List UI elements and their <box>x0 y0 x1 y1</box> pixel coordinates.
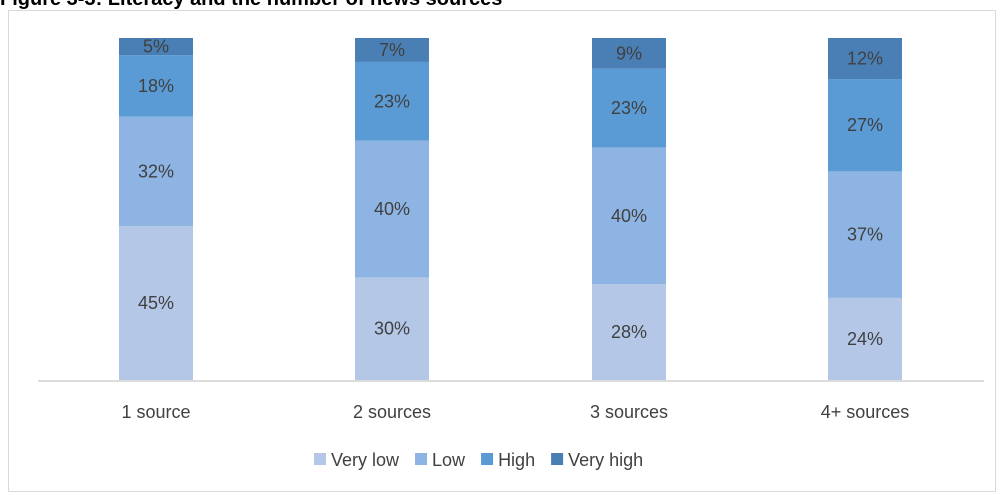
bar-segment-3-2 <box>592 147 666 285</box>
bar-segment-3-4 <box>592 38 666 69</box>
data-label-4-2: 37% <box>847 225 883 245</box>
data-label-3-3: 23% <box>611 98 647 118</box>
legend-label-3: High <box>498 450 535 470</box>
data-label-3-2: 40% <box>611 206 647 226</box>
bar-segment-2-3 <box>355 61 429 141</box>
x-tick-label-4: 4+ sources <box>821 402 910 422</box>
legend-swatch-3 <box>481 453 494 465</box>
legend-swatch-1 <box>314 453 326 465</box>
category-labels: 1 source 2 sources 3 sources 4+ sources <box>121 402 909 422</box>
data-label-2-1: 30% <box>374 319 410 339</box>
bar-segment-2-1 <box>355 277 429 380</box>
data-label-2-4: 7% <box>379 40 405 60</box>
legend: Very low Low High Very high <box>314 450 643 470</box>
data-label-4-3: 27% <box>847 115 883 135</box>
legend-swatch-4 <box>551 453 564 465</box>
bar-segment-4-4 <box>828 38 902 80</box>
legend-label-4: Very high <box>568 450 643 470</box>
bar-segment-4-3 <box>828 79 902 172</box>
bar-segment-2-4 <box>355 38 429 62</box>
data-label-1-4: 5% <box>143 37 169 57</box>
x-tick-label-3: 3 sources <box>590 402 668 422</box>
bar-segment-2-2 <box>355 140 429 278</box>
bar-segment-1-3 <box>119 55 193 117</box>
bar-segment-1-1 <box>119 226 193 380</box>
chart-frame <box>8 10 996 492</box>
legend-label-1: Very low <box>331 450 400 470</box>
data-label-3-1: 28% <box>611 322 647 342</box>
chart-title: Figure 3-3: Literacy and the number of n… <box>0 0 502 11</box>
bar-segment-3-3 <box>592 68 666 148</box>
bar-segment-1-4 <box>119 38 193 56</box>
data-label-2-3: 23% <box>374 91 410 111</box>
data-label-1-2: 32% <box>138 161 174 181</box>
data-label-1-3: 18% <box>138 76 174 96</box>
bar-segment-4-1 <box>828 297 902 380</box>
data-label-3-4: 9% <box>616 43 642 63</box>
bar-segment-1-2 <box>119 116 193 227</box>
x-tick-label-2: 2 sources <box>353 402 431 422</box>
x-tick-label-1: 1 source <box>121 402 190 422</box>
bars-group: 45% 32% 18% 5% 30% 40% 23% 7% 28% 40% 23% 9% 24% 37% 2… <box>119 37 902 380</box>
data-label-1-1: 45% <box>138 293 174 313</box>
bar-segment-4-2 <box>828 171 902 298</box>
legend-swatch-2 <box>415 453 428 465</box>
data-label-4-4: 12% <box>847 49 883 69</box>
data-label-4-1: 24% <box>847 329 883 349</box>
bar-segment-3-1 <box>592 284 666 380</box>
data-label-2-2: 40% <box>374 199 410 219</box>
legend-label-2: Low <box>432 450 466 470</box>
